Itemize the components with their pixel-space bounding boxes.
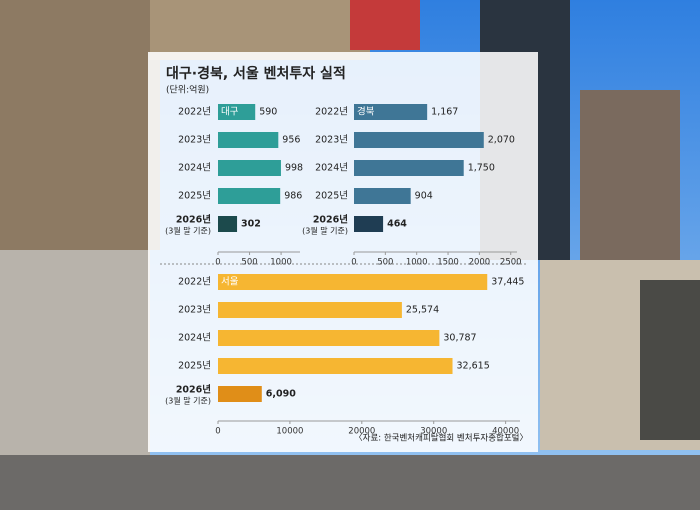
bar [218,132,279,148]
value-label: 30,787 [443,333,476,344]
series-label: 대구 [221,107,239,118]
x-tick-label: 0 [215,258,220,268]
x-tick-label: 30000 [420,427,447,437]
category-label: 2026년 [176,384,211,396]
value-label: 986 [284,191,302,202]
bar [354,188,411,204]
bar [218,160,281,176]
x-tick-label: 500 [377,258,393,268]
x-tick-label: 20000 [348,427,375,437]
x-tick-label: 1000 [406,258,428,268]
x-tick-label: 500 [241,258,257,268]
category-label: 2022년 [178,277,211,288]
x-tick-label: 1500 [437,258,459,268]
value-label: 464 [387,219,407,230]
value-label: 6,090 [266,389,296,400]
value-label: 998 [285,163,303,174]
value-label: 956 [282,135,300,146]
x-tick-label: 2000 [469,258,491,268]
bar [218,216,238,232]
category-label: 2022년 [178,107,211,118]
bar [218,302,402,318]
x-tick-label: 40000 [492,427,519,437]
category-label: 2022년 [315,107,348,118]
category-label: 2024년 [178,163,211,174]
bar [354,160,464,176]
period-note: (3월 말 기준) [165,226,211,236]
series-label: 서울 [221,277,239,288]
period-note: (3월 말 기준) [302,226,348,236]
category-label: 2023년 [315,135,348,146]
x-tick-label: 10000 [276,427,303,437]
source: 〈자료: 한국벤처캐피탈협회 벤처투자종합포털〉 [354,433,528,444]
x-tick-label: 0 [215,427,220,437]
value-label: 1,750 [468,163,495,174]
x-tick-label: 2500 [500,258,522,268]
value-label: 37,445 [491,277,524,288]
bar [218,188,281,204]
value-label: 904 [415,191,433,202]
title: 대구·경북, 서울 벤처투자 실적 [166,65,346,82]
x-tick-label: 0 [351,258,356,268]
category-label: 2025년 [178,191,211,202]
value-label: 590 [259,107,277,118]
bar [218,104,256,120]
category-label: 2023년 [178,135,211,146]
value-label: 302 [241,219,261,230]
bar [218,358,453,374]
category-label: 2023년 [178,305,211,316]
category-label: 2026년 [313,214,348,226]
category-label: 2024년 [178,333,211,344]
bar [218,274,488,290]
unit: (단위:억원) [166,84,209,96]
category-label: 2024년 [315,163,348,174]
category-label: 2026년 [176,214,211,226]
period-note: (3월 말 기준) [165,396,211,406]
bar [354,132,484,148]
bar [354,104,428,120]
bar [218,386,262,402]
value-label: 1,167 [431,107,458,118]
value-label: 2,070 [488,135,515,146]
category-label: 2025년 [315,191,348,202]
x-tick-label: 1000 [270,258,292,268]
value-label: 32,615 [457,361,490,372]
bar [218,330,440,346]
value-label: 25,574 [406,305,439,316]
category-label: 2025년 [178,361,211,372]
series-label: 경북 [357,106,375,118]
bar [354,216,384,232]
